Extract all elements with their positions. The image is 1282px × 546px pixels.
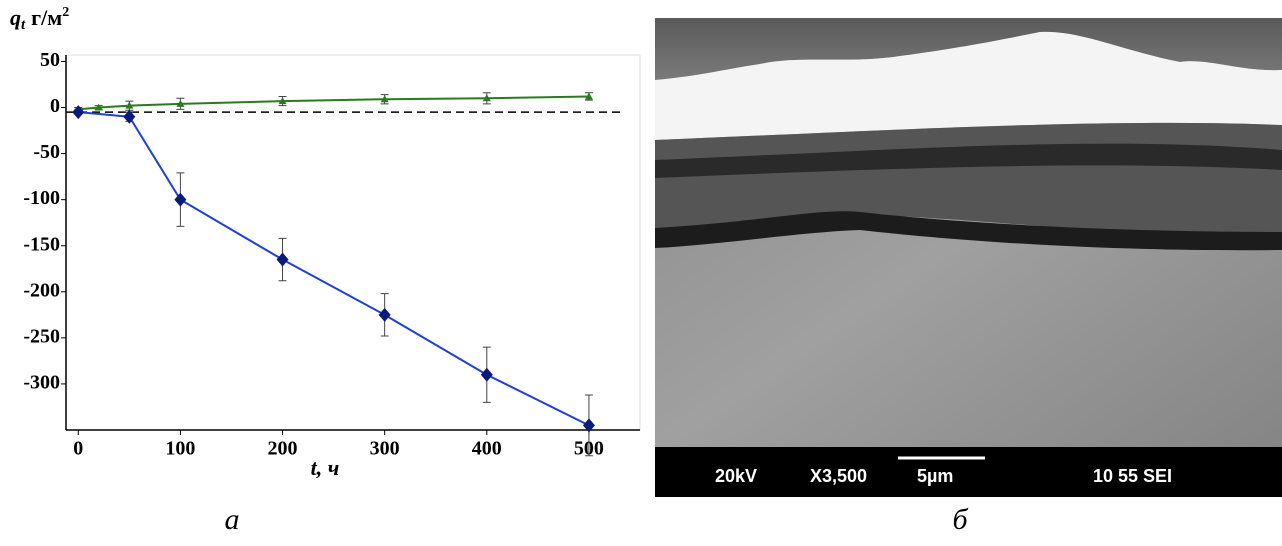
data-point	[380, 95, 389, 103]
sem-magnification: X3,500	[810, 466, 867, 486]
data-point	[278, 97, 287, 105]
series-line	[78, 95, 589, 111]
x-tick-label: 0	[73, 438, 83, 460]
y-label-symbol: q	[10, 5, 21, 30]
data-point	[482, 94, 491, 102]
y-tick-label: -200	[23, 279, 60, 301]
y-axis-label: qt г/м2	[10, 5, 69, 33]
x-label-unit: ч	[328, 455, 340, 480]
caption: а	[225, 503, 240, 536]
data-point	[94, 103, 103, 111]
x-axis-label: t, ч	[311, 455, 340, 480]
data-point	[176, 99, 185, 107]
y-tick-label: -300	[23, 372, 60, 394]
plot-frame	[65, 54, 641, 431]
data-point	[480, 367, 493, 382]
sem-scale: 5µm	[917, 466, 953, 486]
data-point	[582, 418, 595, 433]
sem-image: 20kV X3,500 5µm 10 55 SEI	[655, 18, 1282, 497]
data-point	[378, 307, 391, 322]
x-tick-label: 100	[165, 438, 195, 460]
data-point	[72, 105, 85, 120]
y-tick-label: -100	[23, 187, 60, 209]
data-point	[123, 109, 136, 124]
data-point	[125, 101, 134, 109]
y-tick-label: -250	[23, 325, 60, 347]
x-tick-label: 200	[268, 438, 298, 460]
data-point	[276, 252, 289, 267]
y-label-power: 2	[62, 5, 69, 20]
y-tick-label: 50	[40, 49, 60, 71]
y-tick-label: -150	[23, 233, 60, 255]
y-tick-label: -50	[33, 141, 60, 163]
x-tick-label: 300	[370, 438, 400, 460]
sem-voltage: 20kV	[715, 466, 757, 486]
x-tick-label: 400	[472, 438, 502, 460]
caption: б	[952, 503, 968, 536]
y-label-unit: г/м	[31, 5, 62, 30]
data-point	[584, 92, 593, 100]
data-point	[174, 192, 187, 207]
y-label-subscript: t	[21, 17, 26, 33]
x-label-symbol: t,	[311, 455, 323, 480]
sem-info: 10 55 SEI	[1093, 466, 1172, 486]
y-tick-label: 0	[50, 95, 60, 117]
